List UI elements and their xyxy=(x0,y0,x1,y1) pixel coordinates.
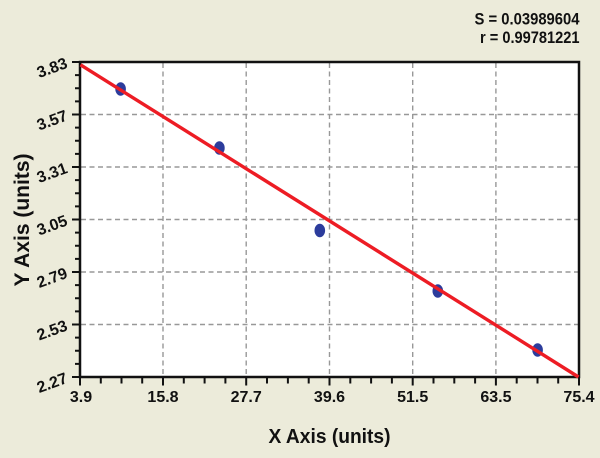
svg-text:X Axis (units): X Axis (units) xyxy=(269,426,391,448)
svg-text:63.5: 63.5 xyxy=(480,389,511,406)
svg-text:Y Axis (units): Y Axis (units) xyxy=(10,154,34,287)
svg-text:39.6: 39.6 xyxy=(314,389,345,406)
svg-text:S = 0.03989604: S = 0.03989604 xyxy=(475,11,580,29)
svg-text:51.5: 51.5 xyxy=(397,389,428,406)
svg-text:15.8: 15.8 xyxy=(147,389,178,406)
svg-text:27.7: 27.7 xyxy=(231,389,262,406)
svg-text:75.4: 75.4 xyxy=(563,389,594,406)
svg-text:3.9: 3.9 xyxy=(70,389,92,406)
svg-text:r = 0.99781221: r = 0.99781221 xyxy=(480,29,580,47)
